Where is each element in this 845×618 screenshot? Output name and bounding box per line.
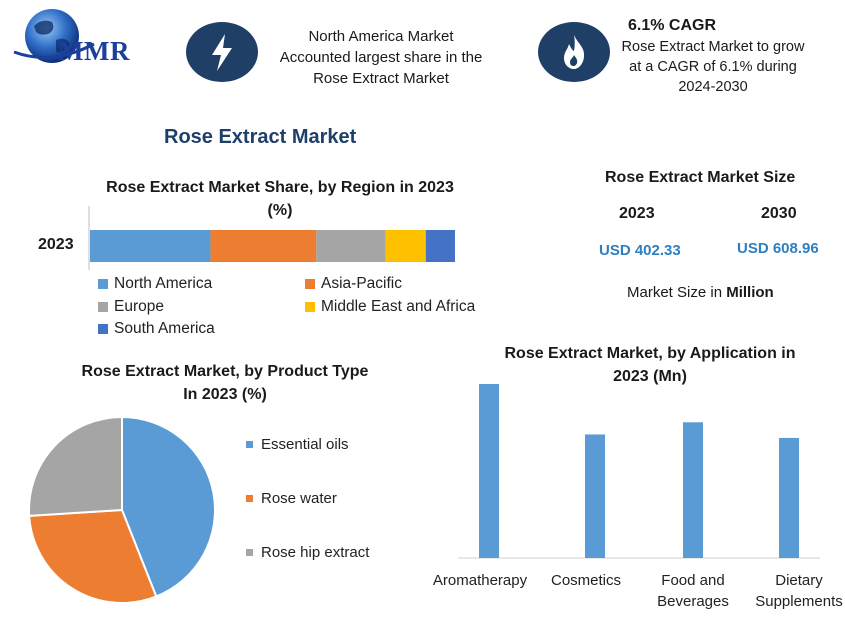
application-bar-food-and-beverages (683, 422, 703, 558)
legend-label: Rose hip extract (261, 544, 370, 561)
region-segment-europe (316, 230, 386, 262)
region-segment-north-america (90, 230, 211, 262)
region-chart-title-line2: (%) (267, 202, 293, 219)
market-size-value-2030: USD 608.96 (737, 240, 819, 257)
region-legend-item-middle-east-and-africa: Middle East and Africa (305, 298, 475, 316)
pie-slice-essential-oils (121, 415, 216, 598)
lightning-circle (186, 22, 258, 82)
product-pie-chart (28, 415, 216, 604)
legend-swatch (305, 302, 315, 312)
region-segment-middle-east-and-africa (385, 230, 426, 262)
legend-label: Asia-Pacific (321, 275, 402, 292)
product-legend: Essential oils Rose water Rose hip extract (246, 436, 426, 568)
product-legend-item-rose-water: Rose water (246, 490, 337, 507)
category-label-line: Dietary (775, 572, 823, 589)
application-bar-aromatherapy (479, 384, 499, 558)
legend-label: Essential oils (261, 436, 349, 453)
market-size-year-2030: 2030 (761, 205, 797, 222)
region-legend-item-europe: Europe (98, 298, 164, 316)
region-segment-south-america (425, 230, 455, 262)
legend-swatch (246, 495, 253, 502)
cagr-note: Rose Extract Market to grow at a CAGR of… (608, 37, 818, 97)
pie-slice-rose-water (28, 508, 158, 604)
cagr-title: 6.1% CAGR (628, 17, 717, 34)
flame-icon (564, 35, 585, 69)
application-category-label-cosmetics: Cosmetics (534, 570, 638, 591)
legend-swatch (246, 549, 253, 556)
category-label-line: Food and (661, 572, 725, 589)
market-size-value-2023: USD 402.33 (599, 242, 681, 259)
application-bar-cosmetics (585, 434, 605, 558)
application-chart-title: Rose Extract Market, by Application in 2… (478, 342, 822, 388)
product-legend-item-essential-oils: Essential oils (246, 436, 349, 453)
application-category-labels: Aromatherapy Cosmetics Food and Beverages Di… (420, 570, 845, 614)
category-label-line: Aromatherapy (432, 572, 528, 589)
legend-label: North America (114, 275, 213, 292)
application-bar-chart (458, 384, 820, 559)
region-chart-title: Rose Extract Market Share, by Region in … (80, 176, 480, 222)
legend-label: Middle East and Africa (321, 298, 476, 315)
category-label-line: Beverages (657, 593, 729, 610)
application-category-label-aromatherapy: Aromatherapy (428, 570, 532, 591)
category-label-line: Supplements (755, 593, 843, 610)
flame-circle (538, 22, 610, 82)
legend-label: Rose water (261, 490, 337, 507)
market-size-year-2023: 2023 (619, 205, 655, 222)
main-title: Rose Extract Market (164, 126, 357, 148)
application-bar-dietary-supplements (779, 437, 799, 558)
legend-swatch (305, 279, 315, 289)
legend-swatch (98, 302, 108, 312)
region-chart-title-line1: Rose Extract Market Share, by Region in … (106, 179, 454, 196)
product-chart-title: Rose Extract Market, by Product Type In … (56, 360, 394, 406)
mmr-logo-globe (13, 9, 95, 63)
application-chart-title-line1: Rose Extract Market, by Application in (504, 345, 796, 362)
product-chart-title-line1: Rose Extract Market, by Product Type (81, 363, 369, 380)
mmr-logo-text: MMR (58, 36, 130, 66)
region-legend-item-asia-pacific: Asia-Pacific (305, 275, 402, 293)
market-size-note: Market Size in Million (627, 284, 774, 301)
north-america-line3: Rose Extract Market (313, 70, 449, 87)
product-chart-title-line2: In 2023 (%) (183, 386, 267, 403)
region-legend: North America Asia-Pacific Europe Middle Ea… (98, 275, 498, 339)
lightning-icon (212, 34, 232, 71)
cagr-line3: 2024-2030 (678, 79, 748, 95)
category-label-line: Cosmetics (550, 572, 621, 589)
legend-swatch (98, 324, 108, 334)
legend-label: Europe (114, 298, 164, 315)
pie-slice-rose-hip-extract (28, 415, 123, 517)
market-size-title: Rose Extract Market Size (605, 169, 796, 186)
application-category-label-food-and-beverages: Food and Beverages (641, 570, 745, 612)
region-bar-category: 2023 (38, 236, 74, 253)
legend-swatch (246, 441, 253, 448)
north-america-line2: Accounted largest share in the (279, 49, 483, 66)
application-category-label-dietary-supplements: Dietary Supplements (747, 570, 845, 612)
legend-swatch (98, 279, 108, 289)
region-legend-item-south-america: South America (98, 320, 215, 338)
cagr-line1: Rose Extract Market to grow (621, 39, 805, 55)
cagr-line2: at a CAGR of 6.1% during (629, 59, 797, 75)
region-segment-asia-pacific (210, 230, 317, 262)
north-america-line1: North America Market (308, 28, 454, 45)
market-size-note-unit: Million (726, 284, 774, 301)
product-legend-item-rose-hip-extract: Rose hip extract (246, 544, 369, 561)
application-chart-title-line2: 2023 (Mn) (613, 368, 687, 385)
legend-label: South America (114, 320, 215, 337)
north-america-note: North America Market Accounted largest s… (262, 26, 500, 89)
region-legend-item-north-america: North America (98, 275, 212, 293)
market-size-note-prefix: Market Size in (627, 284, 727, 301)
region-stacked-bar (88, 206, 455, 270)
